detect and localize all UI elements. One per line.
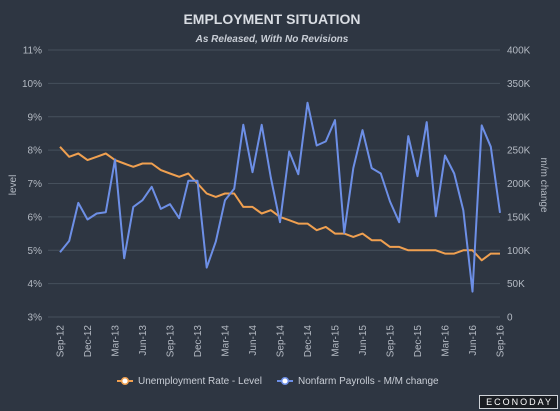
legend: Unemployment Rate - Level Nonfarm Payrol… — [117, 376, 439, 387]
nonfarm-payrolls-line — [59, 101, 501, 293]
legend-unemployment-label: Unemployment Rate - Level — [138, 376, 262, 387]
right-tick-label: 300K — [507, 112, 531, 123]
right-axis-label: m/m change — [538, 157, 549, 212]
x-tick-label: Mar-13 — [111, 325, 122, 357]
x-tick-label: Sep-16 — [496, 325, 507, 358]
x-tick-label: Sep-13 — [166, 325, 177, 358]
x-tick-label: Dec-12 — [83, 325, 94, 358]
chart-title: EMPLOYMENT SITUATION — [183, 11, 360, 27]
x-tick-label: Dec-13 — [193, 325, 204, 358]
left-tick-label: 9% — [28, 112, 43, 123]
right-tick-label: 0 — [507, 313, 513, 324]
x-tick-label: Jun-16 — [468, 325, 479, 356]
legend-unemployment-marker — [120, 376, 130, 386]
legend-payrolls-label: Nonfarm Payrolls - M/M change — [298, 376, 439, 387]
right-tick-label: 350K — [507, 79, 531, 90]
right-tick-label: 100K — [507, 246, 531, 257]
right-tick-label: 400K — [507, 46, 531, 57]
econoday-logo: ECONODAY — [479, 395, 558, 409]
x-tick-label: Jun-15 — [358, 325, 369, 356]
x-tick-label: Jun-13 — [138, 325, 149, 356]
left-tick-label: 3% — [28, 313, 43, 324]
left-axis-ticks: 3% 4% 5% 6% 7% 8% 9% 10% 11% — [22, 46, 42, 324]
series-lines — [59, 101, 501, 293]
x-tick-label: Sep-14 — [276, 325, 287, 358]
x-tick-label: Sep-15 — [386, 325, 397, 358]
left-tick-label: 6% — [28, 212, 43, 223]
right-tick-label: 250K — [507, 146, 531, 157]
right-tick-label: 200K — [507, 179, 531, 190]
left-axis-label: level — [8, 175, 19, 196]
x-tick-label: Mar-15 — [331, 325, 342, 357]
left-tick-label: 10% — [22, 79, 42, 90]
x-tick-label: Jun-14 — [248, 325, 259, 356]
chart-subtitle: As Released, With No Revisions — [195, 34, 349, 45]
legend-item-payrolls[interactable]: Nonfarm Payrolls - M/M change — [277, 376, 439, 387]
left-tick-label: 7% — [28, 179, 43, 190]
x-tick-label: Sep-12 — [56, 325, 67, 358]
right-tick-label: 50K — [507, 279, 525, 290]
left-tick-label: 5% — [28, 246, 43, 257]
x-tick-label: Mar-14 — [221, 325, 232, 357]
x-tick-label: Mar-16 — [441, 325, 452, 357]
left-tick-label: 4% — [28, 279, 43, 290]
x-tick-label: Dec-15 — [413, 325, 424, 358]
legend-item-unemployment[interactable]: Unemployment Rate - Level — [117, 376, 262, 387]
left-tick-label: 11% — [23, 46, 42, 57]
left-tick-label: 8% — [28, 146, 43, 157]
right-tick-label: 150K — [507, 212, 531, 223]
right-axis-ticks: 0 50K 100K 150K 200K 250K 300K 350K 400K — [507, 46, 531, 324]
x-tick-label: Dec-14 — [303, 325, 314, 358]
x-axis-ticks: Sep-12 Dec-12 Mar-13 Jun-13 Sep-13 Dec-13 Mar-… — [56, 325, 507, 358]
legend-payrolls-marker — [280, 376, 290, 386]
